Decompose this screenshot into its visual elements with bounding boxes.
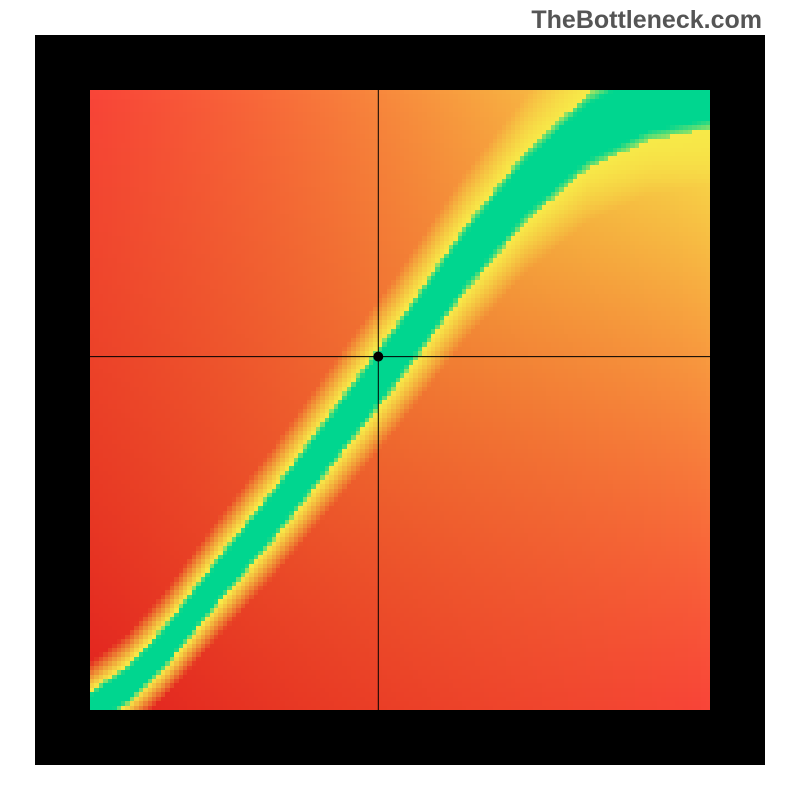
chart-container: TheBottleneck.com bbox=[0, 0, 800, 800]
crosshair-point bbox=[373, 352, 383, 362]
chart-overlay bbox=[0, 0, 800, 800]
watermark-text: TheBottleneck.com bbox=[531, 6, 762, 35]
